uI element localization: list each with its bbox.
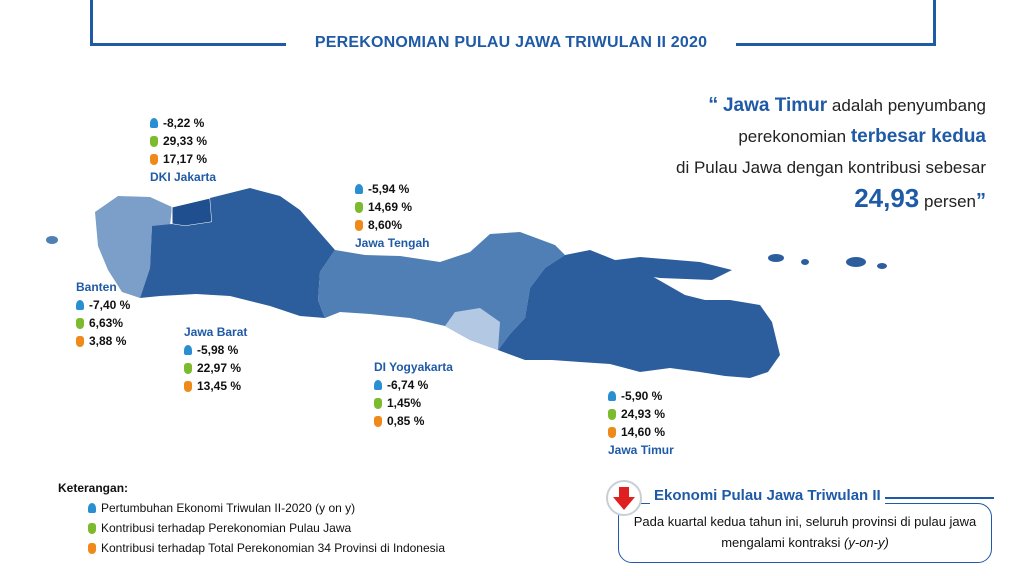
stat-growth: -5,90 % [621,389,663,403]
stat-nasional: 0,85 % [387,414,425,428]
stat-growth: -6,74 % [387,378,429,392]
map-jawa-barat [140,188,335,318]
province-name: Jawa Tengah [355,236,430,250]
stat-growth: -8,22 % [163,116,205,130]
money-bag-icon [608,408,616,420]
money-bag-icon [355,219,363,231]
stat-nasional: 14,60 % [621,425,666,439]
growth-icon [150,118,158,128]
stat-jawa-timur: -5,90 % 24,93 % 14,60 % Jawa Timur [608,387,674,459]
map-island [877,263,887,269]
map-island [768,254,784,262]
stat-di-yogyakarta: DI Yogyakarta -6,74 % 1,45% 0,85 % [374,358,453,430]
quote-text-1: adalah penyumbang [831,96,986,115]
money-bag-icon [150,153,158,165]
map-jawa-tengah [318,232,565,350]
quote-province: Jawa Timur [722,95,828,116]
province-name: Banten [76,280,117,294]
money-bag-icon [608,426,616,438]
quote-text-3: di Pulau Jawa dengan kontribusi sebesar [676,158,986,177]
map-island [846,257,866,267]
legend-growth: Pertumbuhan Ekonomi Triwulan II-2020 (y … [101,501,356,515]
page-title: PEREKONOMIAN PULAU JAWA TRIWULAN II 2020 [314,34,708,51]
map-di-yogyakarta [445,308,500,350]
down-arrow-badge [606,480,642,516]
stat-dki-jakarta: -8,22 % 29,33 % 17,17 % DKI Jakarta [150,114,216,186]
summary-body: Pada kuartal kedua tahun ini, seluruh pr… [633,514,977,550]
money-bag-icon [88,522,96,534]
stat-jawa-tengah: -5,94 % 14,69 % 8,60% Jawa Tengah [355,180,429,252]
money-bag-icon [355,201,363,213]
stat-nasional: 13,45 % [197,379,242,393]
money-bag-icon [374,397,382,409]
money-bag-icon [76,335,84,347]
quote-rank: terbesar kedua [850,126,986,147]
stat-growth: -5,98 % [197,343,239,357]
quote-text-2: perekonomian [738,127,847,146]
highlight-quote: “ Jawa Timur adalah penyumbang perekonom… [676,90,986,217]
stat-jawa: 1,45% [387,396,422,410]
stat-nasional: 17,17 % [163,152,208,166]
stat-jawa: 24,93 % [621,407,666,421]
stat-jawa: 6,63% [89,316,124,330]
legend-heading: Keterangan: [58,481,129,495]
stat-jawa: 22,97 % [197,361,242,375]
growth-icon [374,380,382,390]
map-island [801,259,809,265]
money-bag-icon [184,380,192,392]
province-name: DI Yogyakarta [374,360,453,374]
quote-value: 24,93 [854,183,920,213]
growth-icon [76,300,84,310]
map-banten [95,196,172,298]
quote-open-mark: “ [708,94,719,116]
stat-nasional: 3,88 % [89,334,127,348]
map-island [46,236,58,244]
money-bag-icon [374,415,382,427]
legend: Keterangan: Pertumbuhan Ekonomi Triwulan… [58,478,445,558]
growth-icon [608,391,616,401]
province-name: Jawa Barat [184,325,248,339]
stat-nasional: 8,60% [368,218,403,232]
map-dki-jakarta [171,197,213,227]
growth-icon [355,184,363,194]
map-madura [600,257,732,280]
summary-suffix: (y-on-y) [844,535,889,550]
quote-close-mark: ” [976,190,986,212]
money-bag-icon [150,135,158,147]
growth-icon [184,345,192,355]
legend-nasional: Kontribusi terhadap Total Perekonomian 3… [101,541,445,555]
money-bag-icon [88,542,96,554]
quote-unit: persen [924,192,976,211]
summary-title: Ekonomi Pulau Jawa Triwulan II [650,487,885,504]
province-name: DKI Jakarta [150,170,217,184]
title-background [286,30,736,60]
stat-jawa-barat: Jawa Barat -5,98 % 22,97 % 13,45 % [184,323,247,395]
summary-divider [860,497,994,499]
legend-jawa: Kontribusi terhadap Perekonomian Pulau J… [101,521,352,535]
map-jawa-timur [498,250,780,378]
province-name: Jawa Timur [608,443,674,457]
stat-jawa: 14,69 % [368,200,413,214]
money-bag-icon [76,317,84,329]
stat-banten: Banten -7,40 % 6,63% 3,88 % [76,278,130,350]
stat-growth: -7,40 % [89,298,131,312]
summary-text: Pada kuartal kedua tahun ini, seluruh pr… [624,511,986,553]
stat-growth: -5,94 % [368,182,410,196]
down-arrow-icon [613,487,635,510]
money-bag-icon [184,362,192,374]
stat-jawa: 29,33 % [163,134,208,148]
growth-icon [88,503,96,513]
